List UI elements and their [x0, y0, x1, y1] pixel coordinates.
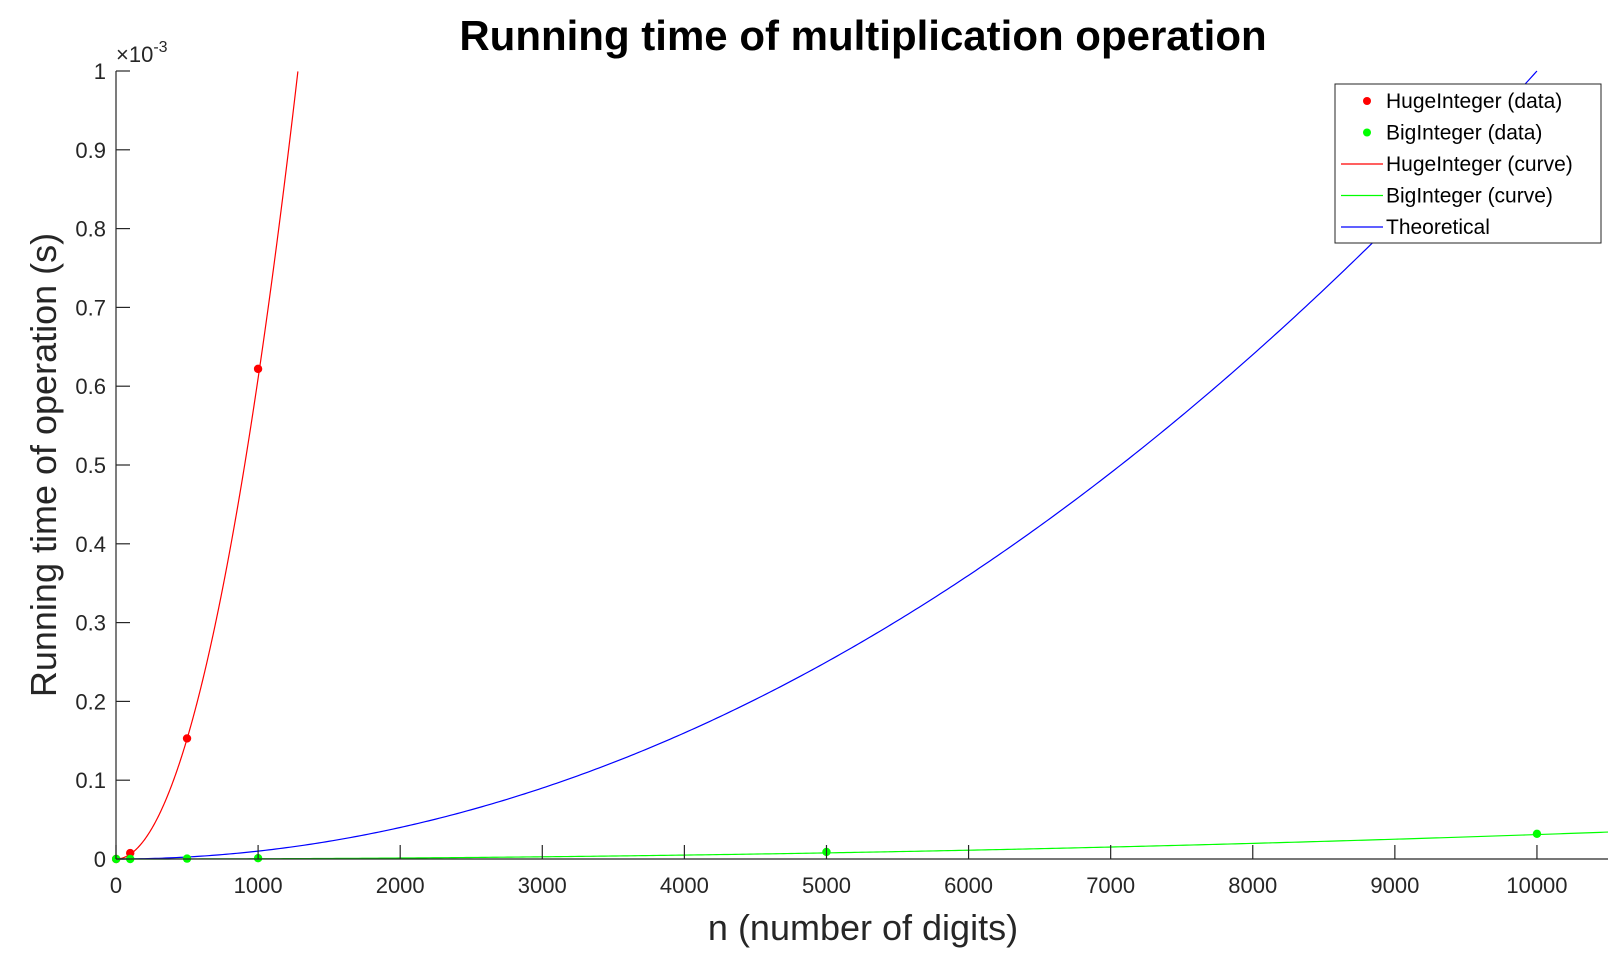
x-tick-label: 6000	[944, 873, 993, 898]
legend-entry-label: BigInteger (curve)	[1386, 185, 1553, 208]
x-tick-label: 1000	[234, 873, 283, 898]
x-tick-label: 9000	[1370, 873, 1419, 898]
x-tick-label: 5000	[802, 873, 851, 898]
legend-marker-hugeinteger-data	[1363, 97, 1371, 105]
x-tick-label: 4000	[660, 873, 709, 898]
biginteger-curve-line	[116, 831, 1609, 860]
legend-entry-label: Theoretical	[1386, 216, 1490, 239]
x-tick-label: 3000	[518, 873, 567, 898]
chart-title: Running time of multiplication operation	[459, 12, 1266, 59]
biginteger-data-point	[1532, 829, 1542, 838]
x-axis-label: n (number of digits)	[708, 907, 1018, 948]
x-tick-label: 7000	[1086, 873, 1135, 898]
hugeinteger-data-point	[253, 364, 263, 374]
data-points	[111, 364, 1542, 864]
x-tick-label: 0	[110, 873, 122, 898]
curves	[116, 70, 1609, 860]
y-tick-label: 0.2	[75, 689, 106, 714]
y-tick-label: 0.1	[75, 768, 106, 793]
legend-entry-label: HugeInteger (curve)	[1386, 153, 1573, 176]
legend-entry-label: BigInteger (data)	[1386, 122, 1542, 145]
y-tick-label: 0.8	[75, 217, 106, 242]
x-tick-label: 10000	[1506, 873, 1567, 898]
hugeinteger-curve-line	[116, 71, 299, 860]
hugeinteger-data-point	[126, 848, 135, 858]
y-axis-label: Running time of operation (s)	[23, 233, 64, 697]
x-tick-label: 8000	[1228, 873, 1277, 898]
y-tick-label: 0	[94, 847, 106, 872]
y-tick-label: 0.4	[75, 532, 106, 557]
hugeinteger-data-point	[182, 734, 192, 743]
legend: HugeInteger (data) BigInteger (data) HugeI…	[1334, 83, 1602, 244]
y-tick-label: 0.9	[75, 138, 106, 163]
x-ticks: 0 1000 2000 3000 4000 5000 6000 7000 8000 9000 100…	[110, 845, 1568, 898]
y-tick-label: 0.5	[75, 453, 106, 478]
y-tick-label: 0.6	[75, 374, 106, 399]
y-axis-multiplier: ×10-3	[116, 39, 168, 67]
x-tick-label: 2000	[376, 873, 425, 898]
y-tick-label: 0.3	[75, 611, 106, 636]
y-ticks: 0 0.1 0.2 0.3 0.4 0.5 0.6 0.7 0.8 0.9 1	[75, 59, 130, 872]
y-tick-label: 0.7	[75, 295, 106, 320]
y-tick-label: 1	[94, 59, 106, 84]
legend-marker-biginteger-data	[1363, 128, 1371, 137]
theoretical-line	[116, 70, 1538, 860]
legend-entry-label: HugeInteger (data)	[1386, 90, 1562, 113]
